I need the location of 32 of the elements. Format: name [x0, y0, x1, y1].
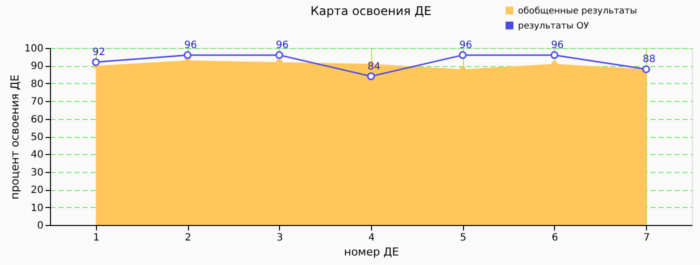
- y-axis-title: процент освоения ДЕ: [8, 74, 22, 200]
- data-label: 96: [551, 40, 564, 52]
- x-tick-label: 7: [643, 232, 650, 244]
- point: [275, 51, 284, 59]
- y-tick-label: 10: [30, 202, 44, 214]
- point: [458, 51, 467, 59]
- y-tick-label: 50: [30, 132, 44, 143]
- x-tick-label: 6: [552, 232, 558, 244]
- y-tick-label: 90: [30, 61, 44, 72]
- y-tick-label: 100: [24, 44, 44, 54]
- y-tick-label: 60: [30, 114, 44, 126]
- point: [92, 58, 100, 66]
- y-tick-label: 30: [30, 167, 44, 178]
- point: [550, 51, 558, 59]
- y-tick-label: 40: [30, 150, 44, 161]
- x-tick-label: 4: [368, 232, 375, 244]
- data-label: 96: [184, 40, 197, 52]
- x-tick-label: 3: [276, 232, 283, 244]
- x-tick-label: 2: [184, 232, 192, 244]
- x-axis-title: номер ДЕ: [344, 246, 400, 258]
- legend-label: результаты ОУ: [518, 22, 590, 32]
- y-tick-label: 20: [30, 185, 44, 196]
- y-tick-label: 70: [30, 96, 44, 108]
- y-tick-label: 80: [30, 78, 44, 90]
- y-tick-label: 0: [37, 220, 44, 232]
- point: [184, 51, 192, 59]
- x-tick-label: 5: [460, 232, 466, 244]
- x-tick-label: 1: [93, 232, 100, 244]
- chart-title: Карта освоения ДЕ: [310, 4, 432, 18]
- legend-label: обобщенные результаты: [518, 6, 637, 16]
- point: [367, 72, 375, 80]
- data-label: 84: [368, 61, 380, 72]
